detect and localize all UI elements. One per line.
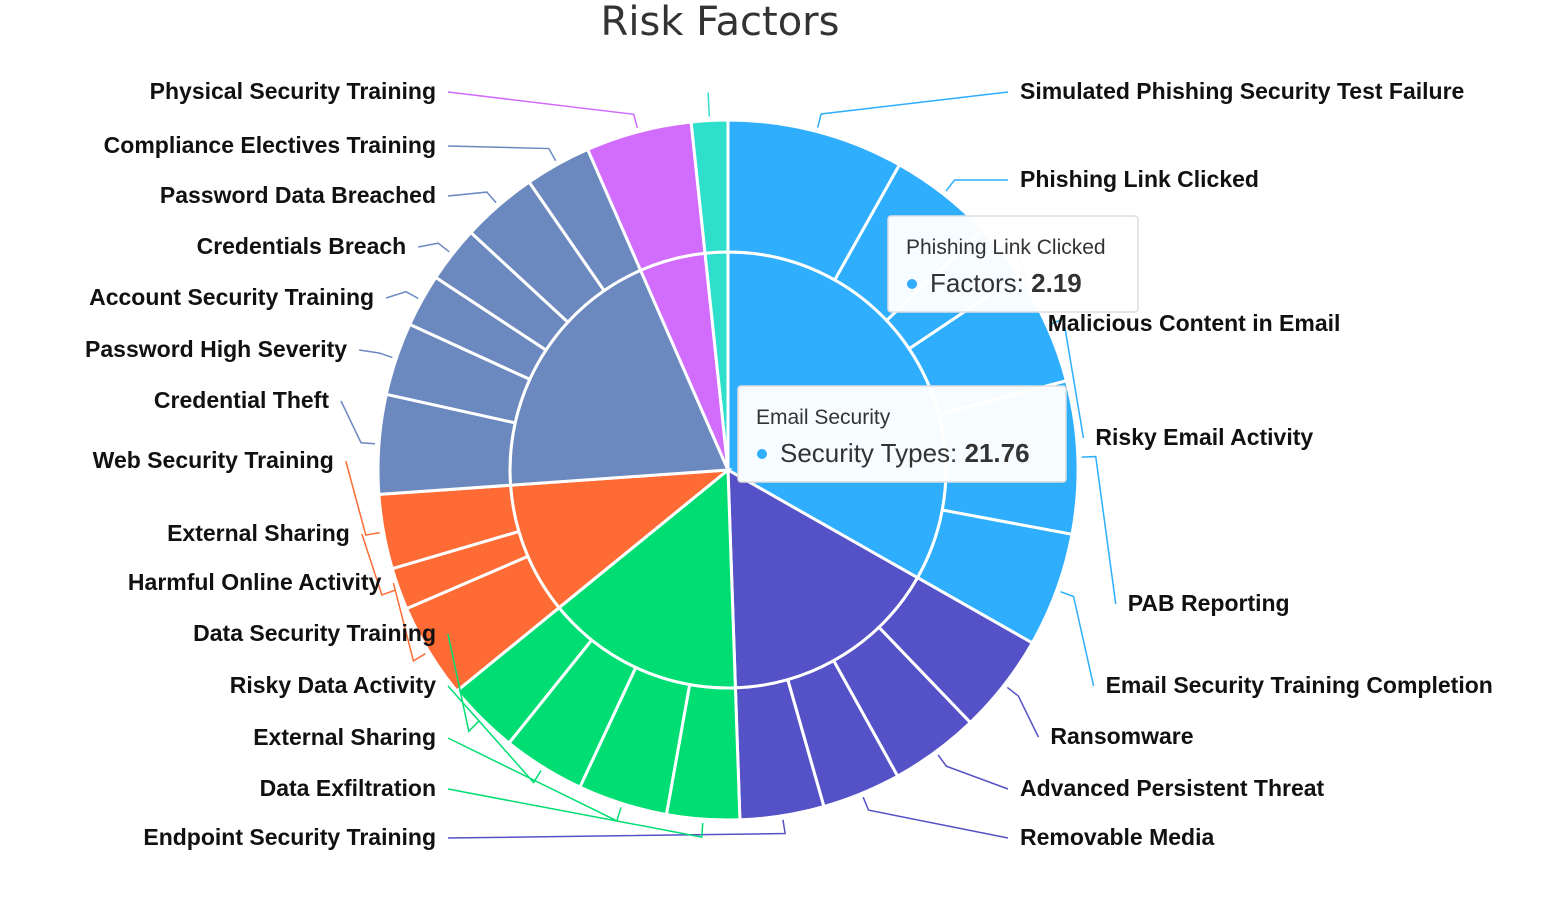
segment-label: External Sharing bbox=[253, 724, 436, 750]
segment-label: Endpoint Security Training bbox=[143, 824, 436, 850]
leader-line bbox=[447, 788, 704, 838]
segment-label: Email Security Training Completion bbox=[1106, 672, 1493, 698]
segment-label: Ransomware bbox=[1050, 723, 1193, 749]
segment-label: Data Security Training bbox=[193, 620, 436, 646]
leader-line bbox=[1060, 590, 1095, 687]
chart-title: Risk Factors bbox=[601, 0, 840, 45]
leader-line bbox=[361, 533, 396, 596]
tooltip: Phishing Link Clicked Factors: 2.19 bbox=[887, 215, 1139, 313]
tooltip-value: Security Types: 21.76 bbox=[780, 438, 1030, 468]
leader-line bbox=[447, 633, 480, 733]
tooltip-title: Email Security bbox=[756, 406, 891, 429]
segment-label: Credentials Breach bbox=[197, 233, 407, 259]
tooltips: Phishing Link Clicked Factors: 2.19 Email … bbox=[737, 215, 1139, 483]
tooltip-title: Phishing Link Clicked bbox=[906, 236, 1106, 259]
leader-line bbox=[447, 737, 622, 822]
segment-label: Removable Media bbox=[1020, 824, 1214, 850]
leader-line bbox=[862, 796, 1009, 839]
leader-line bbox=[340, 400, 376, 445]
leader-line bbox=[392, 582, 426, 663]
leader-line bbox=[707, 92, 711, 117]
segment-label: Credential Theft bbox=[154, 387, 329, 413]
outer-ring bbox=[376, 118, 1080, 822]
segment-label: Password High Severity bbox=[85, 336, 347, 362]
segment-label: Web Security Training bbox=[93, 447, 334, 473]
leader-line bbox=[418, 242, 450, 253]
leader-line bbox=[358, 349, 393, 359]
segment-label: Physical Security Training bbox=[150, 78, 436, 104]
leader-line bbox=[385, 290, 419, 300]
leader-line bbox=[1006, 686, 1040, 738]
leader-line bbox=[447, 91, 639, 129]
leader-line bbox=[945, 179, 1009, 192]
tooltip-value: Factors: 2.19 bbox=[930, 268, 1082, 298]
leader-line bbox=[1050, 317, 1085, 439]
leader-line bbox=[447, 685, 542, 784]
leader-line bbox=[447, 819, 786, 839]
segment-label: PAB Reporting bbox=[1128, 590, 1290, 616]
leader-line bbox=[447, 145, 557, 162]
segment-label: Password Data Breached bbox=[160, 182, 436, 208]
leader-line bbox=[816, 91, 1009, 128]
segment-label: Advanced Persistent Threat bbox=[1020, 775, 1325, 801]
segment-label: Malicious Content in Email bbox=[1048, 310, 1341, 336]
segment-label: Risky Data Activity bbox=[230, 672, 436, 698]
segment-label: Phishing Link Clicked bbox=[1020, 166, 1259, 192]
segment-label: Harmful Online Activity bbox=[128, 569, 382, 595]
labels: Simulated Phishing Security Test Failure… bbox=[85, 78, 1493, 850]
segment-label: Risky Email Activity bbox=[1095, 424, 1313, 450]
leader-line bbox=[447, 191, 497, 204]
outer-slice-6-0[interactable] bbox=[689, 118, 730, 255]
segment-label: Compliance Electives Training bbox=[104, 132, 436, 158]
leader-line bbox=[937, 754, 1009, 790]
leader-line bbox=[345, 460, 380, 536]
segment-label: Data Exfiltration bbox=[260, 775, 436, 801]
segment-label: Simulated Phishing Security Test Failure bbox=[1020, 78, 1464, 104]
tooltip: Email Security Security Types: 21.76 bbox=[737, 385, 1067, 483]
leader-line bbox=[1081, 455, 1117, 605]
segment-label: External Sharing bbox=[167, 520, 350, 546]
segment-label: Account Security Training bbox=[89, 284, 374, 310]
